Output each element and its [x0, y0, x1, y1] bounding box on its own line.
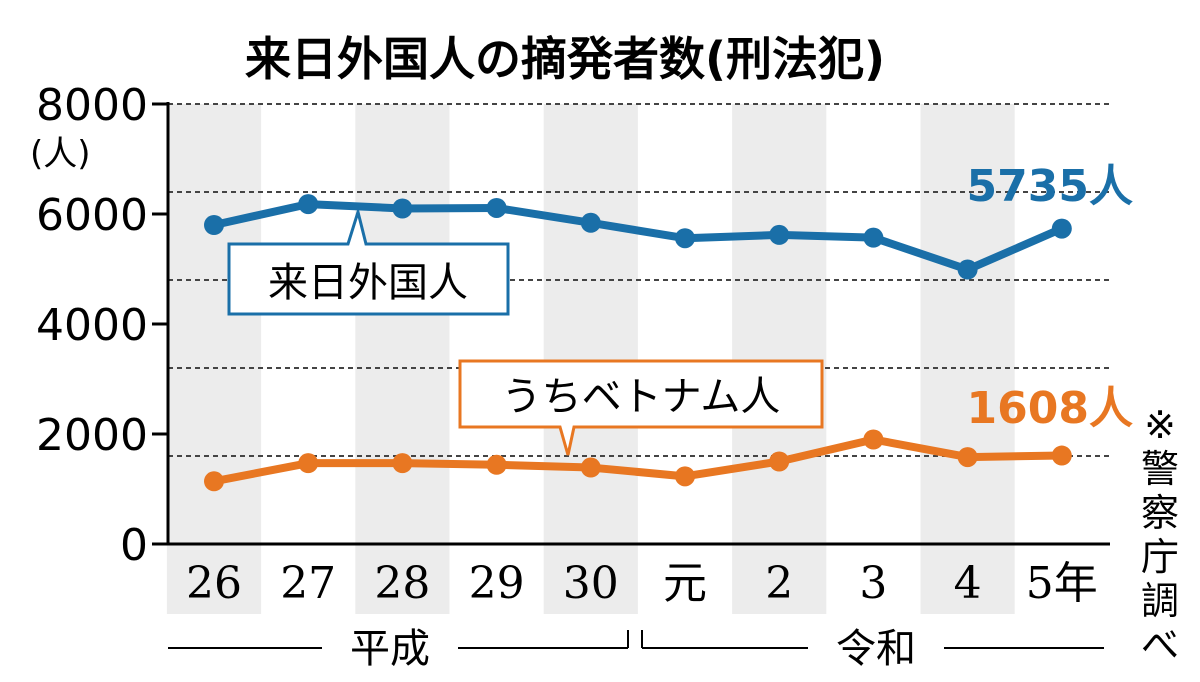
source-char: べ — [1141, 623, 1179, 667]
source-char: 警 — [1141, 447, 1179, 491]
x-tick-label: 29 — [469, 558, 525, 609]
data-point — [1051, 218, 1072, 239]
data-point — [298, 194, 319, 215]
x-tick-label: 5年 — [1026, 558, 1098, 609]
source-char: 調 — [1141, 579, 1179, 623]
series-lines — [210, 200, 1066, 486]
data-point — [863, 227, 884, 248]
y-tick-labels: 8000 6000 4000 2000 0 — [36, 80, 148, 571]
x-tick-label: 元 — [663, 558, 707, 609]
y-tick-label: 8000 — [36, 80, 148, 131]
data-point — [863, 429, 884, 450]
column-band — [920, 104, 1015, 614]
x-tick-label: 26 — [186, 558, 242, 609]
callout-vietnam: うちベトナム人 — [458, 359, 824, 456]
callout-foreign-box — [227, 206, 510, 316]
chart-title: 来日外国人の摘発者数(刑法犯) — [245, 32, 885, 86]
data-point — [392, 453, 413, 474]
end-label-foreign: 5735人 — [967, 161, 1133, 212]
source-char: 察 — [1141, 491, 1179, 535]
x-tick-labels: 26 27 28 29 30 元 2 3 4 5年 — [186, 558, 1098, 609]
data-point — [769, 451, 790, 472]
column-bands — [166, 104, 1015, 614]
series-line — [210, 200, 1066, 274]
x-tick-label: 28 — [374, 558, 430, 609]
data-point — [298, 453, 319, 474]
column-band — [543, 104, 638, 614]
series-label-foreign: 来日外国人 — [268, 260, 468, 306]
series-points — [204, 194, 1072, 492]
data-point — [675, 466, 695, 487]
y-tick-label: 2000 — [36, 410, 148, 461]
y-tick-label: 4000 — [36, 300, 148, 351]
data-point — [486, 454, 507, 475]
source-char: 庁 — [1141, 535, 1179, 579]
series-label-vietnam: うちベトナム人 — [502, 374, 781, 420]
x-tick-label: 2 — [765, 558, 793, 609]
series-line — [210, 435, 1066, 486]
x-tick-label: 27 — [280, 558, 336, 609]
data-point — [204, 215, 224, 235]
axes — [152, 102, 1110, 546]
column-band — [732, 104, 827, 614]
x-tick-label: 4 — [954, 558, 982, 609]
x-tick-label: 30 — [563, 558, 619, 609]
data-point — [580, 212, 601, 233]
data-point — [204, 471, 224, 492]
data-point — [957, 447, 978, 468]
data-point — [580, 457, 601, 478]
y-tick-label: 6000 — [36, 190, 148, 241]
callout-vietnam-box — [458, 359, 824, 456]
data-point — [957, 259, 978, 280]
x-tick-label: 3 — [859, 558, 887, 609]
data-point — [392, 198, 413, 219]
y-tick-label: 0 — [120, 520, 148, 571]
callout-foreign: 来日外国人 — [227, 206, 510, 316]
column-band — [355, 104, 450, 614]
column-band — [166, 104, 262, 614]
data-point — [769, 224, 790, 245]
data-point — [486, 197, 507, 218]
data-point — [675, 228, 695, 249]
era-label-heisei: 平成 — [350, 626, 430, 672]
y-axis-unit: (人) — [30, 134, 91, 174]
era-axis: 平成 令和 — [168, 626, 1104, 672]
source-char: ※ — [1144, 403, 1176, 447]
data-point — [1051, 445, 1072, 466]
end-label-vietnam: 1608人 — [967, 383, 1133, 434]
era-label-reiwa: 令和 — [836, 626, 916, 672]
